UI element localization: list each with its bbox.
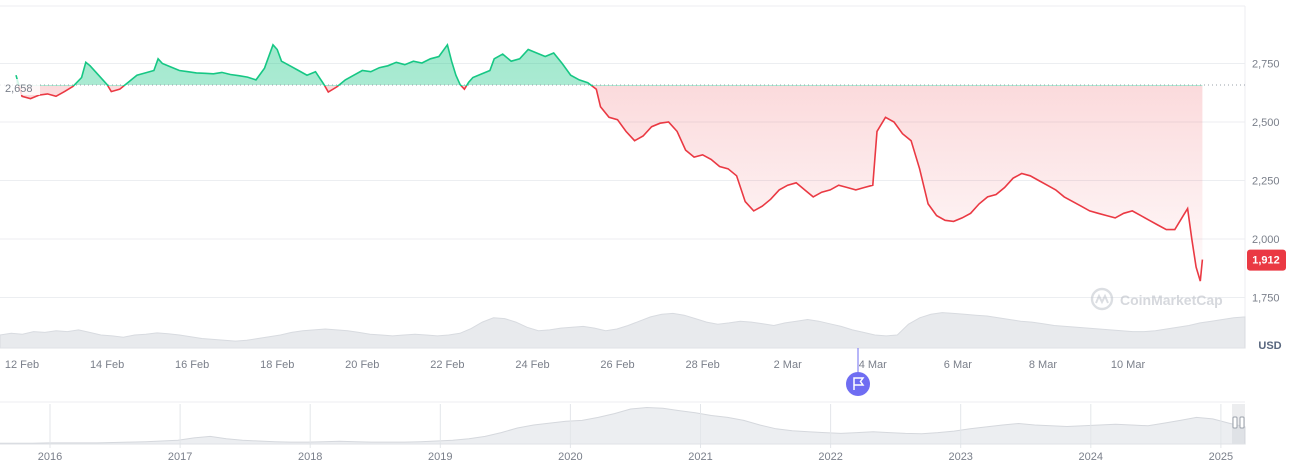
overview-year-gridlines (49, 404, 1222, 448)
overview-selection-range (1232, 404, 1245, 444)
x-tick-label: 2 Mar (774, 359, 802, 371)
overview-area (0, 406, 1246, 445)
y-tick-label: 2,750 (1252, 59, 1280, 71)
x-tick-label: 26 Feb (600, 359, 634, 371)
x-axis-ticks: 12 Feb 14 Feb 16 Feb 18 Feb 20 Feb 22 Feb 24 F… (5, 359, 1146, 371)
x-tick-label: 28 Feb (685, 359, 719, 371)
overview-year-label: 2023 (948, 451, 972, 463)
watermark-logo: CoinMarketCap (1090, 287, 1223, 311)
x-tick-label: 18 Feb (260, 359, 294, 371)
x-tick-label: 4 Mar (859, 359, 887, 371)
flag-icon (853, 377, 865, 390)
x-tick-label: 6 Mar (944, 359, 972, 371)
overview-year-labels: 2016 2017 2018 2019 2020 2021 2022 2023 2024 2025 (38, 451, 1233, 463)
overview-year-label: 2017 (168, 451, 192, 463)
coinmarketcap-logo-icon (1090, 287, 1114, 311)
price-line-up (15, 42, 594, 86)
x-tick-label: 12 Feb (5, 359, 39, 371)
overview-year-label: 2024 (1079, 451, 1103, 463)
overview-year-label: 2022 (818, 451, 842, 463)
y-tick-label: 2,500 (1252, 117, 1280, 129)
overview-handle-right[interactable] (1239, 416, 1245, 429)
y-axis-ticks: 1,750 2,000 2,250 2,500 2,750 (1252, 59, 1280, 305)
watermark-text: CoinMarketCap (1120, 292, 1223, 308)
x-tick-label: 14 Feb (90, 359, 124, 371)
price-line-down (18, 86, 1204, 282)
current-price-badge (1247, 249, 1286, 271)
x-tick-label: 20 Feb (345, 359, 379, 371)
overview-year-label: 2019 (428, 451, 452, 463)
x-tick-label: 24 Feb (515, 359, 549, 371)
x-tick-label: 16 Feb (175, 359, 209, 371)
y-tick-label: 2,250 (1252, 176, 1280, 188)
current-price-label: 1,912 (1252, 255, 1280, 267)
event-marker[interactable] (846, 348, 870, 396)
x-tick-label: 8 Mar (1029, 359, 1057, 371)
overview-year-label: 2016 (38, 451, 62, 463)
overview-year-label: 2020 (558, 451, 582, 463)
baseline-label: 2,658 (5, 83, 33, 95)
volume-area (0, 312, 1246, 349)
y-tick-label: 1,750 (1252, 293, 1280, 305)
y-tick-label: 2,000 (1252, 234, 1280, 246)
x-tick-label: 10 Mar (1111, 359, 1146, 371)
event-marker-circle (846, 372, 870, 396)
area-below-baseline (19, 86, 1203, 282)
coinmarketcap-logo-mark (1095, 293, 1109, 305)
currency-label: USD (1258, 340, 1281, 352)
overview-year-label: 2025 (1209, 451, 1233, 463)
baseline-label-bg (0, 79, 40, 95)
overview-navigator[interactable]: 2016 2017 2018 2019 2020 2021 2022 2023 2024 2025 (0, 401, 1246, 463)
overview-handle-left[interactable] (1232, 416, 1238, 429)
x-tick-label: 22 Feb (430, 359, 464, 371)
overview-year-label: 2021 (688, 451, 712, 463)
area-above-baseline (16, 44, 1203, 86)
overview-year-label: 2018 (298, 451, 322, 463)
